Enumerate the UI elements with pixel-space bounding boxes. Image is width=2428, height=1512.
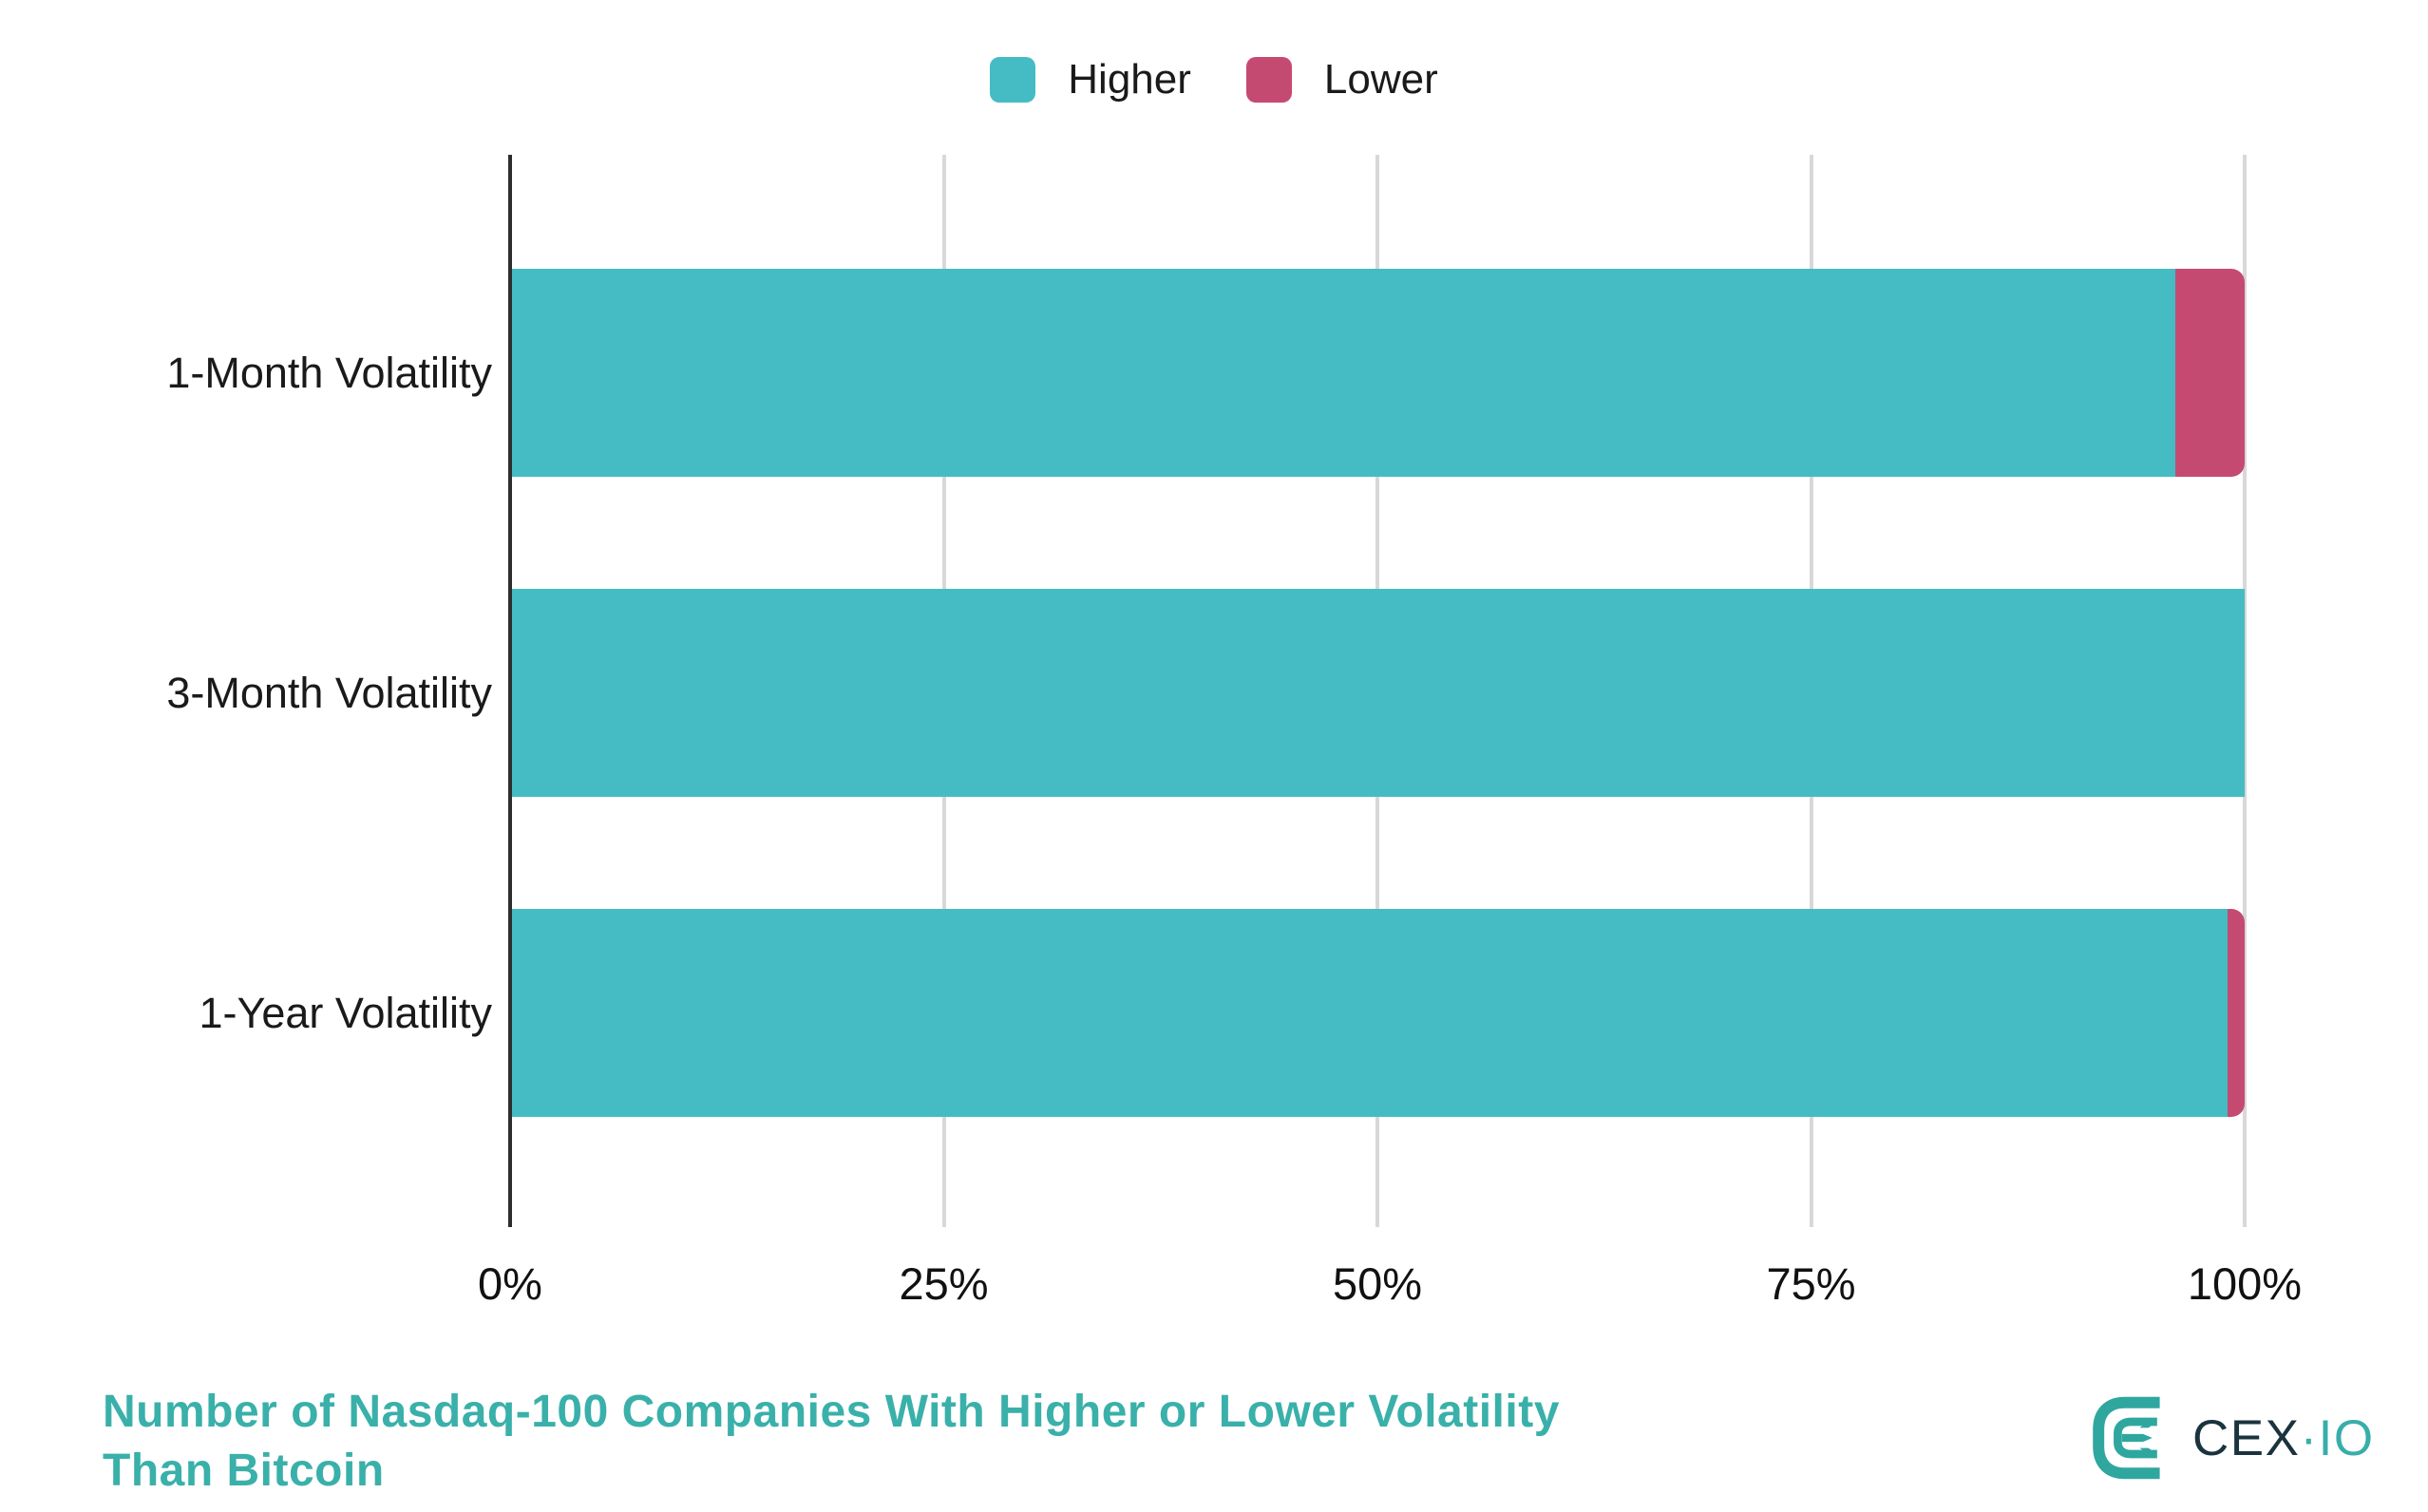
gridline-100%	[2243, 155, 2247, 1227]
legend-item-higher[interactable]: Higher	[990, 57, 1191, 103]
bar-segment-lower	[2175, 269, 2245, 477]
x-tick-label-50%: 50%	[1332, 1258, 1423, 1309]
legend-swatch-lower	[1245, 57, 1292, 103]
x-tick-label-100%: 100%	[2187, 1258, 2303, 1309]
chart-title: Number of Nasdaq-100 Companies With High…	[103, 1383, 1560, 1501]
y-axis-line	[508, 155, 512, 1227]
cexio-logo-text: CEX·IO	[2192, 1413, 2375, 1464]
bar-segment-higher	[512, 909, 2228, 1117]
bar-1-year-volatility	[512, 909, 2245, 1117]
logo-text-cex: CEX	[2192, 1409, 2301, 1466]
bar-3-month-volatility	[512, 589, 2245, 797]
legend-label: Higher	[1068, 56, 1191, 103]
chart-title-line-1: Number of Nasdaq-100 Companies With High…	[103, 1387, 1560, 1437]
bar-segment-higher	[512, 269, 2176, 477]
logo-text-io: IO	[2318, 1409, 2375, 1466]
legend-item-lower[interactable]: Lower	[1245, 56, 1438, 103]
legend-swatch-higher	[990, 57, 1036, 103]
logo-text-dot: ·	[2300, 1409, 2319, 1466]
category-label-1: 1-Month Volatility	[166, 348, 492, 397]
bar-segment-lower	[2227, 909, 2245, 1117]
x-tick-label-75%: 75%	[1766, 1258, 1856, 1309]
bar-1-month-volatility	[512, 269, 2245, 477]
x-tick-label-0%: 0%	[478, 1258, 542, 1309]
category-label-3: 1-Year Volatility	[199, 988, 492, 1037]
x-tick-label-25%: 25%	[899, 1258, 989, 1309]
legend: Higher Lower	[0, 57, 2428, 103]
chart-title-line-2: Than Bitcoin	[103, 1446, 385, 1496]
category-label-2: 3-Month Volatility	[166, 668, 492, 717]
cexio-logo: CEX·IO	[2090, 1394, 2375, 1482]
cexio-logo-icon	[2093, 1396, 2160, 1480]
legend-label: Lower	[1323, 56, 1438, 103]
bar-segment-higher	[512, 589, 2245, 797]
